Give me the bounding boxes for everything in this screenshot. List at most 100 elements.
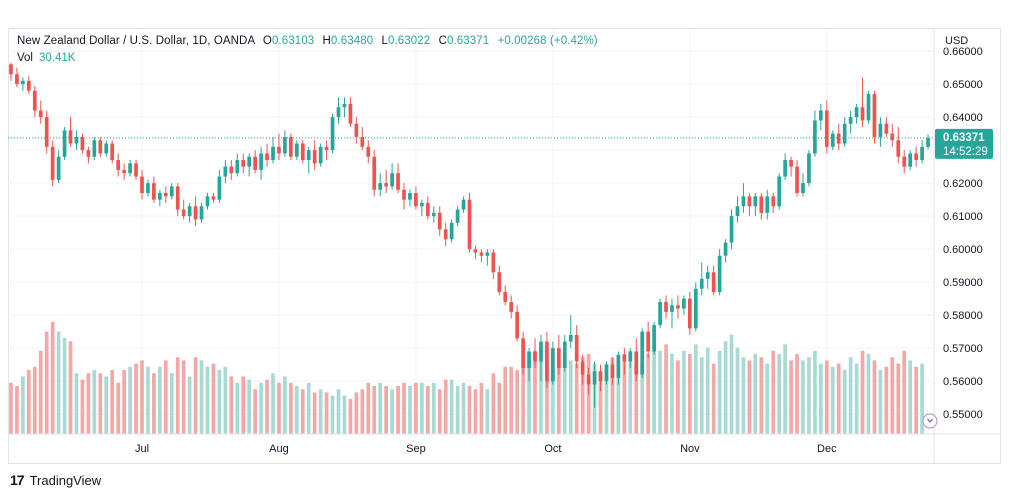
candle-body (568, 334, 573, 342)
volume-bar (562, 360, 567, 434)
candle-body (449, 222, 454, 240)
candle-body (801, 183, 805, 194)
candle-body (354, 123, 359, 137)
candle-body (551, 348, 555, 382)
volume-bar (497, 382, 502, 434)
candle-body (735, 206, 740, 217)
volume-bar (420, 382, 424, 434)
candle-body (604, 364, 609, 382)
volume-bar (116, 382, 121, 434)
volume-bar (902, 350, 907, 434)
price-tick-label: 0.60000 (943, 244, 983, 256)
price-axis[interactable]: 0.660000.650000.640000.630000.620000.610… (943, 46, 983, 421)
tradingview-logo[interactable]: 17 TradingView (10, 472, 101, 488)
volume-bar (372, 386, 377, 434)
price-tick-label: 0.65000 (943, 79, 983, 91)
candle-body (229, 166, 234, 174)
candle-body (253, 156, 257, 170)
candle-body (80, 136, 85, 151)
candle-body (15, 74, 19, 85)
candle-body (294, 143, 299, 157)
scroll-to-latest-button[interactable] (922, 413, 938, 429)
candle-body (628, 351, 633, 362)
price-tick-label: 0.57000 (943, 343, 983, 355)
volume-bar (842, 370, 847, 434)
candle-body (217, 176, 222, 200)
price-tick-label: 0.66000 (943, 46, 983, 58)
scroll-arrow-icon (927, 418, 933, 423)
candle-body (98, 140, 103, 154)
volume-bar (306, 382, 311, 434)
candle-body (622, 354, 627, 362)
volume-bars (9, 322, 924, 434)
candle-body (425, 202, 430, 217)
volume-bar (158, 366, 162, 434)
price-chart[interactable]: 0.660000.650000.640000.630000.620000.610… (8, 28, 1001, 464)
candle-body (783, 160, 787, 177)
candle-body (390, 173, 394, 187)
volume-bar (205, 366, 210, 434)
volume-bar (44, 331, 49, 434)
change-value: +0.00268 (+0.42%) (497, 35, 598, 47)
open-value: 0.63103 (271, 35, 315, 47)
candle-body (676, 305, 680, 309)
volume-bar (86, 373, 91, 434)
low-label: L (381, 35, 388, 47)
symbol-legend[interactable]: New Zealand Dollar / U.S. Dollar, 1D, OA… (17, 35, 598, 47)
volume-bar (461, 382, 466, 434)
candle-body (920, 146, 924, 161)
volume-bar (146, 366, 150, 434)
volume-bar (604, 363, 609, 434)
currency-label: USD (945, 35, 968, 47)
volume-bar (568, 360, 573, 434)
candle-body (860, 107, 865, 121)
volume-bar (884, 366, 889, 434)
volume-bar (920, 363, 924, 434)
volume-bar (539, 357, 543, 434)
volume-bar (521, 363, 525, 434)
volume-bar (723, 341, 728, 434)
candle-body (670, 305, 674, 312)
candle-body (699, 278, 704, 289)
volume-bar (717, 350, 722, 434)
low-value: 0.63022 (388, 35, 431, 47)
candle-body (819, 110, 823, 121)
volume-legend[interactable]: Vol 30.41K (17, 52, 75, 64)
candle-body (705, 272, 710, 279)
candle-body (259, 153, 263, 170)
candle-body (336, 107, 341, 118)
volume-bar (551, 370, 555, 434)
candle-body (556, 348, 561, 368)
volume-bar (533, 350, 537, 434)
volume-bar (294, 386, 299, 434)
volume-bar (283, 376, 287, 434)
volume-bar (390, 389, 394, 434)
volume-bar (771, 350, 776, 434)
candle-body (813, 120, 817, 154)
volume-bar (819, 363, 823, 434)
volume-bar (32, 366, 37, 434)
candle-body (777, 176, 782, 207)
candle-body (38, 110, 43, 118)
candle-body (592, 371, 597, 385)
volume-bar (515, 370, 519, 434)
candle-body (664, 301, 668, 312)
time-axis[interactable]: Jul Aug Sep Oct Nov Dec (135, 443, 837, 455)
candle-body (908, 153, 913, 167)
candle-body (533, 351, 537, 362)
candle-body (771, 196, 776, 207)
volume-bar (652, 347, 656, 434)
candle-body (926, 137, 930, 147)
candle-body (854, 107, 859, 118)
candle-body (467, 199, 472, 250)
candle-body (652, 325, 656, 352)
volume-bar (354, 392, 359, 434)
volume-bar (443, 379, 448, 434)
candle-body (693, 288, 698, 329)
candle-body (50, 146, 55, 180)
candle-body (682, 298, 686, 309)
candle-body (342, 103, 347, 108)
candle-body (283, 136, 287, 154)
candle-body (646, 331, 651, 352)
volume-bar (509, 366, 514, 434)
